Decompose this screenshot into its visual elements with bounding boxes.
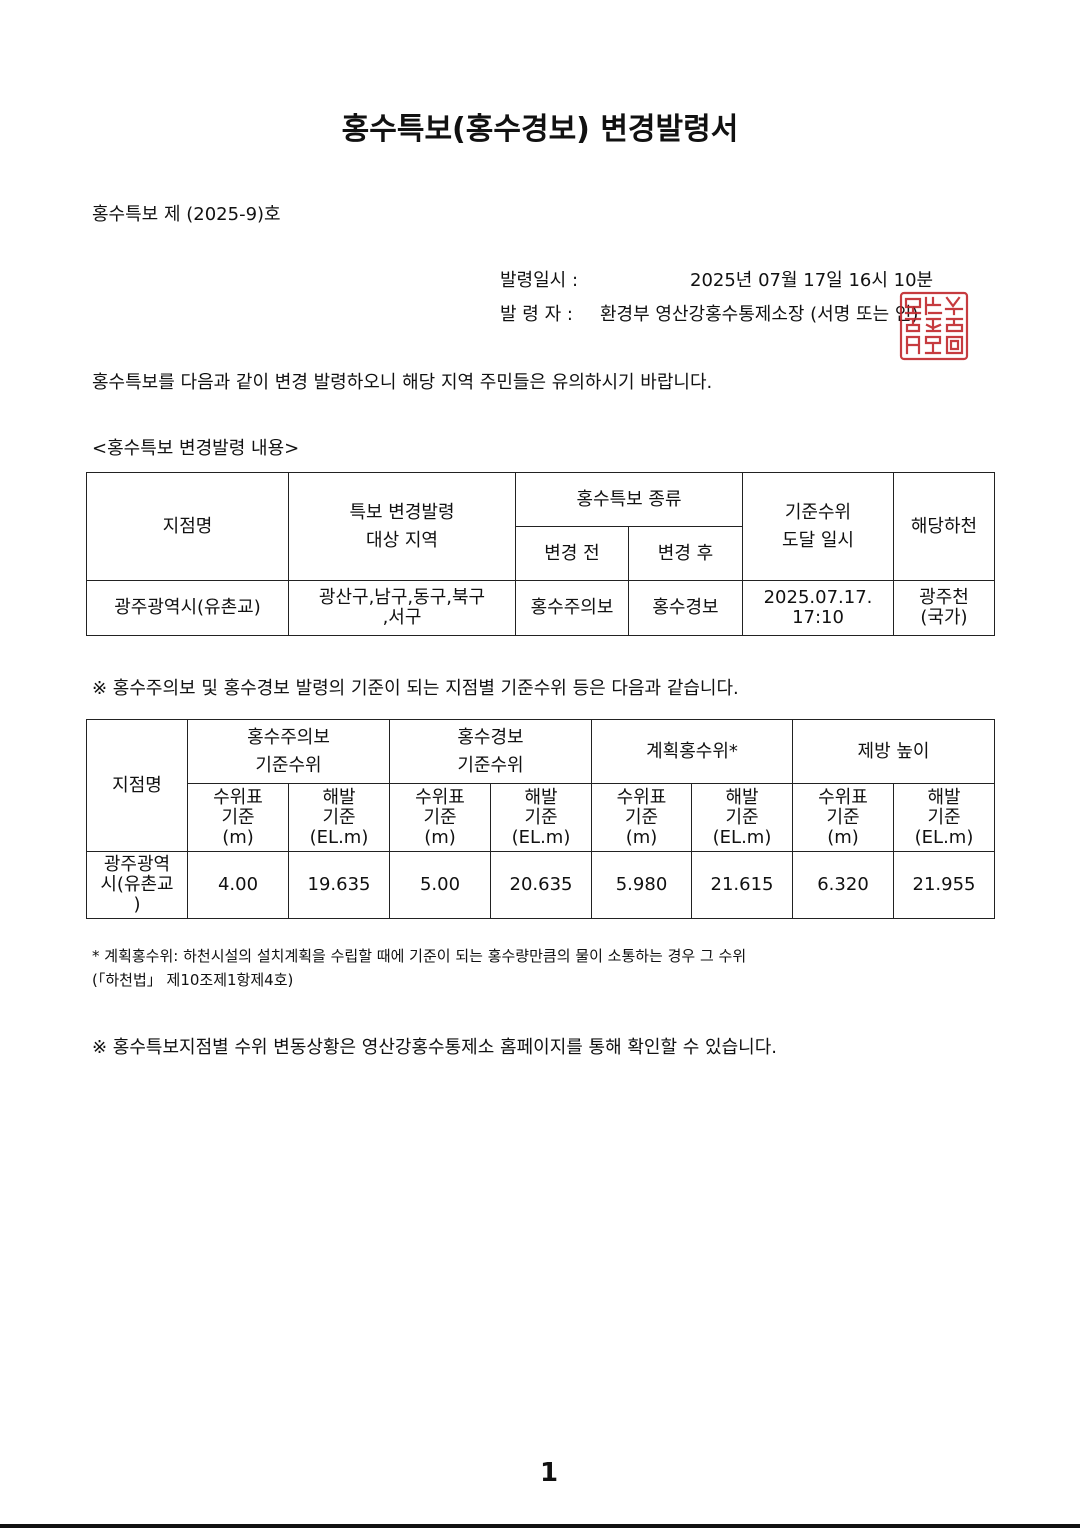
group-line2: 기준수위 [457,754,524,776]
subheader-staff-gauge: 수위표 기준 (m) [792,783,894,852]
subheader-line: (m) [222,826,254,848]
cell-value: 21.955 [893,851,995,919]
cell-value: 20.635 [490,851,592,919]
subheader-line: 기준 [524,806,558,828]
page-bottom-border [0,1524,1080,1528]
cell-before: 홍수주의보 [515,580,629,636]
subheader-line: 해발 [524,786,558,808]
subheader-line: 해발 [927,786,961,808]
header-station: 지점명 [86,472,289,581]
header-area-line1: 특보 변경발령 [349,501,455,523]
table-row: 광주광역 시(유촌교) 4.00 19.635 5.00 20.635 5.980 21.6… [86,851,995,919]
station-line: 광주광역 [103,854,171,875]
note-homepage: ※ 홍수특보지점별 수위 변동상황은 영산강홍수통제소 홈페이지를 통해 확인할… [92,1037,778,1058]
subheader-line: 기준 [322,806,356,828]
subheader-line: 수위표 [213,786,263,808]
group-line1: 홍수주의보 [247,726,330,748]
subheader-line: 기준 [624,806,659,828]
subheader-line: 기준 [221,806,255,828]
subheader-line: (m) [625,826,658,848]
cell-area-line1: 광산구,남구,동구,북구 [318,587,486,608]
issuer-value: 환경부 영산강홍수통제소장 (서명 또는 인) [600,304,919,325]
cell-after: 홍수경보 [628,580,743,636]
cell-value: 4.00 [187,851,289,919]
cell-area: 광산구,남구,동구,북구 ,서구 [288,580,516,636]
header-reach-line2: 도달 일시 [782,529,854,551]
subheader-line: (m) [424,826,456,848]
subheader-line: 해발 [725,786,759,808]
section-heading: <홍수특보 변경발령 내용> [92,438,300,459]
header-river: 해당하천 [893,472,995,581]
subheader-elevation: 해발 기준 (EL.m) [490,783,592,852]
subheader-line: (EL.m) [309,826,369,848]
intro-text: 홍수특보를 다음과 같이 변경 발령하오니 해당 지역 주민들은 유의하시기 바… [92,372,713,393]
footnote-line1: * 계획홍수위: 하천시설의 설치계획을 수립할 때에 기준이 되는 홍수량만큼… [92,947,747,965]
subheader-line: 수위표 [616,786,667,808]
footnote-line2: (「하천법」 제10조제1항제4호) [92,971,294,989]
subheader-line: (EL.m) [712,826,772,848]
subheader-staff-gauge: 수위표 기준 (m) [389,783,491,852]
doc-number: 홍수특보 제 (2025-9)호 [92,204,281,225]
subheader-line: 기준 [725,806,759,828]
group-line1: 홍수경보 [457,726,524,748]
document-title: 홍수특보(홍수경보) 변경발령서 [341,112,739,147]
subheader-elevation: 해발 기준 (EL.m) [288,783,390,852]
cell-station: 광주광역시(유촌교) [86,580,289,636]
subheader-staff-gauge: 수위표 기준 (m) [591,783,692,852]
issue-datetime-label: 발령일시 : [500,270,579,291]
cell-river-line1: 광주천 [919,587,969,608]
cell-river: 광주천 (국가) [893,580,995,636]
header-area-line2: 대상 지역 [366,529,438,551]
cell-reach-line1: 2025.07.17. [763,587,873,608]
subheader-elevation: 해발 기준 (EL.m) [893,783,995,852]
station-line: 시(유촌교 [100,874,174,895]
header-reach-line1: 기준수위 [784,501,852,523]
subheader-line: (m) [827,826,859,848]
header-station: 지점명 [86,719,188,852]
subheader-elevation: 해발 기준 (EL.m) [691,783,793,852]
cell-area-line2: ,서구 [382,607,422,628]
official-seal-stamp [899,291,969,361]
subheader-line: 수위표 [818,786,868,808]
cell-value: 6.320 [792,851,894,919]
subheader-line: (EL.m) [511,826,571,848]
cell-value: 21.615 [691,851,793,919]
cell-value: 5.00 [389,851,491,919]
cell-reach: 2025.07.17. 17:10 [742,580,894,636]
criteria-table: 지점명 홍수주의보 기준수위 홍수경보 기준수위 계획홍수위* 제방 높이 수위표 기… [86,719,995,919]
page-number: 1 [539,1458,559,1488]
subheader-line: 기준 [423,806,457,828]
header-group: 계획홍수위* [591,719,793,784]
cell-river-line2: (국가) [920,607,968,628]
warning-change-table: 지점명 특보 변경발령 대상 지역 홍수특보 종류 기준수위 도달 일시 해당하천 … [86,472,995,636]
subheader-staff-gauge: 수위표 기준 (m) [187,783,289,852]
header-group: 제방 높이 [792,719,995,784]
issuer-label: 발 령 자 : [500,304,573,325]
subheader-line: 기준 [927,806,961,828]
subheader-line: (EL.m) [914,826,974,848]
station-line: ) [133,894,141,915]
group-line2: 기준수위 [255,754,322,776]
cell-value: 5.980 [591,851,692,919]
subheader-line: 수위표 [415,786,465,808]
cell-value: 19.635 [288,851,390,919]
issue-datetime-value: 2025년 07월 17일 16시 10분 [690,270,934,291]
header-type: 홍수특보 종류 [515,472,743,527]
note-criteria: ※ 홍수주의보 및 홍수경보 발령의 기준이 되는 지점별 기준수위 등은 다음… [92,678,739,699]
header-before: 변경 전 [515,526,629,581]
subheader-line: 해발 [322,786,356,808]
table-row: 광주광역시(유촌교) 광산구,남구,동구,북구 ,서구 홍수주의보 홍수경보 20… [86,580,995,636]
header-after: 변경 후 [628,526,743,581]
subheader-line: 기준 [826,806,860,828]
cell-reach-line2: 17:10 [792,607,844,628]
